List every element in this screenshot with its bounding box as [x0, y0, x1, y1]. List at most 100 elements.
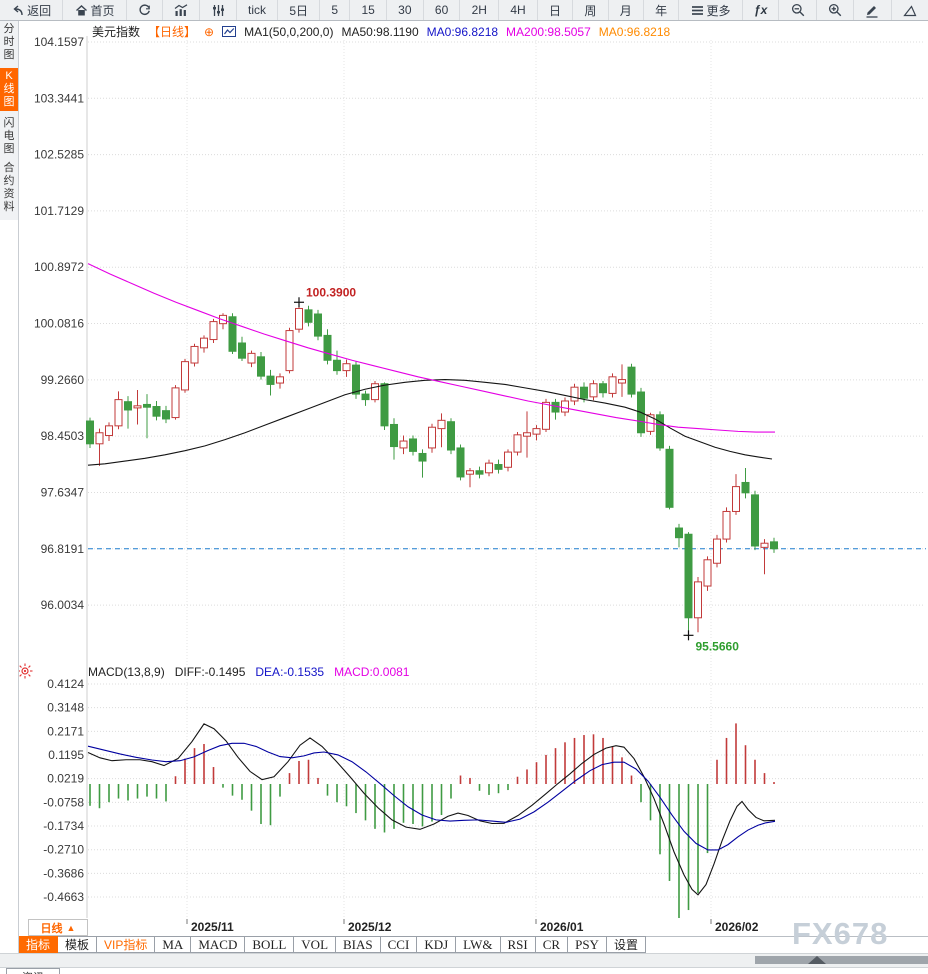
toolbar-formula-button[interactable]: ƒx: [743, 0, 780, 20]
horizontal-scrollbar-track[interactable]: [0, 953, 928, 968]
toolbar-interval-60m-button[interactable]: 60: [424, 0, 461, 20]
tab-indicator[interactable]: 指标: [18, 936, 59, 953]
toolbar-interval-1y-label: 年: [655, 3, 668, 18]
toolbar-more-button[interactable]: 更多: [679, 0, 743, 20]
tab-kdj-label: KDJ: [424, 936, 449, 952]
toolbar-interval-5m-label: 5: [331, 3, 339, 17]
tab-cr-label: CR: [542, 936, 561, 952]
svg-text:101.7129: 101.7129: [34, 204, 84, 218]
toolbar-interval-1mo-label: 月: [619, 3, 632, 18]
svg-text:-0.1734: -0.1734: [43, 819, 84, 833]
tab-rsi[interactable]: RSI: [500, 936, 536, 953]
symbol-name: 美元指数: [92, 25, 141, 39]
horizontal-scrollbar-thumb[interactable]: [755, 956, 928, 964]
toolbar-more-label: 更多: [706, 3, 731, 18]
tab-vip-indicator[interactable]: VIP指标: [97, 936, 156, 953]
tab-ma-label: MA: [162, 936, 184, 952]
tab-cci[interactable]: CCI: [380, 936, 418, 953]
zoom-out-icon: [791, 3, 805, 17]
sidebar-item-lightning-chart[interactable]: 闪电图: [0, 117, 18, 156]
tab-psy[interactable]: PSY: [568, 936, 607, 953]
svg-text:99.2660: 99.2660: [41, 373, 85, 387]
sidebar-item-time-chart[interactable]: 分时图: [0, 23, 18, 62]
svg-text:98.4503: 98.4503: [41, 429, 85, 443]
tab-lw[interactable]: LW&: [456, 936, 501, 953]
toolbar-measure-button[interactable]: [892, 0, 928, 20]
macd-header: MACD(13,8,9) DIFF:-0.1495 DEA:-0.1535 MA…: [88, 665, 409, 679]
low-price-annotation: 95.5660: [696, 639, 740, 653]
ma0-value-2: MA0:96.8218: [598, 24, 671, 39]
tab-cr[interactable]: CR: [535, 936, 569, 953]
chart-header: 美元指数 【日线】 ⊕ MA1(50,0,200,0) MA50:98.1190…: [92, 23, 670, 40]
svg-text:104.1597: 104.1597: [34, 35, 84, 49]
triangle-up-icon: ▲: [66, 922, 76, 933]
toolbar-indicator-settings-button[interactable]: [200, 0, 237, 20]
toolbar-interval-4h-button[interactable]: 4H: [499, 0, 538, 20]
svg-text:2025/11: 2025/11: [191, 920, 234, 934]
pencil-icon: [865, 3, 879, 18]
x-axis-labels: 2025/11 2025/12 2026/01 2026/02: [186, 919, 759, 934]
left-sidebar-items: 分时图 K线图闪电图合约资料: [0, 20, 18, 220]
circle-plus-icon[interactable]: ⊕: [204, 24, 215, 39]
tab-settings[interactable]: 设置: [606, 936, 646, 953]
sidebar-item-contract-info[interactable]: 合约资料: [0, 162, 18, 214]
svg-text:-0.2710: -0.2710: [43, 843, 84, 857]
toolbar-interval-60m-label: 60: [434, 3, 449, 17]
toolbar-interval-1d-button[interactable]: 日: [538, 0, 574, 20]
refresh-icon: [138, 3, 151, 17]
toolbar-interval-1d-label: 日: [549, 3, 562, 18]
tab-macd-label: MACD: [198, 936, 238, 952]
toolbar-zoom-in-button[interactable]: [817, 0, 855, 20]
tab-settings-label: 设置: [613, 938, 638, 952]
toolbar-interval-5d-button[interactable]: 5日: [278, 0, 321, 20]
toolbar-back-button[interactable]: 返回: [0, 0, 64, 20]
tab-bias-label: BIAS: [343, 936, 373, 952]
svg-text:0.3148: 0.3148: [47, 701, 84, 715]
toolbar-interval-1y-button[interactable]: 年: [644, 0, 680, 20]
toolbar-zoom-out-button[interactable]: [779, 0, 817, 20]
svg-text:0.1195: 0.1195: [48, 748, 84, 762]
toolbar-interval-1w-button[interactable]: 周: [573, 0, 609, 20]
tab-bias[interactable]: BIAS: [336, 936, 381, 953]
toolbar-interval-5m-button[interactable]: 5: [320, 0, 351, 20]
back-arrow-icon: [11, 4, 24, 17]
scrollbar-expand-triangle-icon[interactable]: [808, 956, 826, 964]
ma200-line: [87, 263, 775, 433]
bar-chart-icon: [174, 3, 188, 17]
svg-text:-0.0758: -0.0758: [43, 795, 84, 809]
tab-macd[interactable]: MACD: [191, 936, 246, 953]
ma0-value: MA0:96.8218: [426, 24, 499, 39]
toolbar-interval-tick-button[interactable]: tick: [237, 0, 279, 20]
tab-vol[interactable]: VOL: [294, 936, 337, 953]
toolbar-interval-30m-button[interactable]: 30: [387, 0, 424, 20]
toolbar-interval-15m-button[interactable]: 15: [350, 0, 387, 20]
angle-icon: [902, 4, 917, 17]
kline-style-icon[interactable]: [222, 25, 237, 38]
toolbar-chart-style-button[interactable]: [163, 0, 201, 20]
sliders-icon: [212, 4, 225, 17]
toolbar-refresh-button[interactable]: [127, 0, 164, 20]
tab-boll[interactable]: BOLL: [245, 936, 295, 953]
indicator-settings-sun-icon[interactable]: [17, 663, 33, 684]
toolbar-interval-2h-label: 2H: [471, 3, 487, 17]
tab-indicator-label: 指标: [26, 938, 51, 952]
tab-news-label: 资讯: [22, 969, 44, 974]
toolbar-interval-2h-button[interactable]: 2H: [460, 0, 500, 20]
tab-ma[interactable]: MA: [155, 936, 192, 953]
diff-line: [87, 723, 776, 896]
svg-text:96.8191: 96.8191: [41, 542, 85, 556]
tab-template[interactable]: 模板: [58, 936, 98, 953]
tab-cci-label: CCI: [387, 936, 410, 952]
toolbar-draw-button[interactable]: [854, 0, 892, 20]
tab-kdj[interactable]: KDJ: [417, 936, 457, 953]
toolbar-interval-1mo-button[interactable]: 月: [609, 0, 644, 20]
tab-psy-label: PSY: [575, 936, 599, 952]
sidebar-item-kline-chart[interactable]: K线图: [0, 68, 18, 111]
tab-rsi-label: RSI: [507, 936, 528, 952]
toolbar-home-button[interactable]: 首页: [63, 0, 127, 20]
y-axis-labels: 104.1597 103.3441 102.5285 101.7129 100.8972…: [34, 35, 84, 904]
tab-news[interactable]: 资讯: [6, 968, 60, 974]
period-dropdown[interactable]: 日线 ▲: [28, 919, 88, 936]
